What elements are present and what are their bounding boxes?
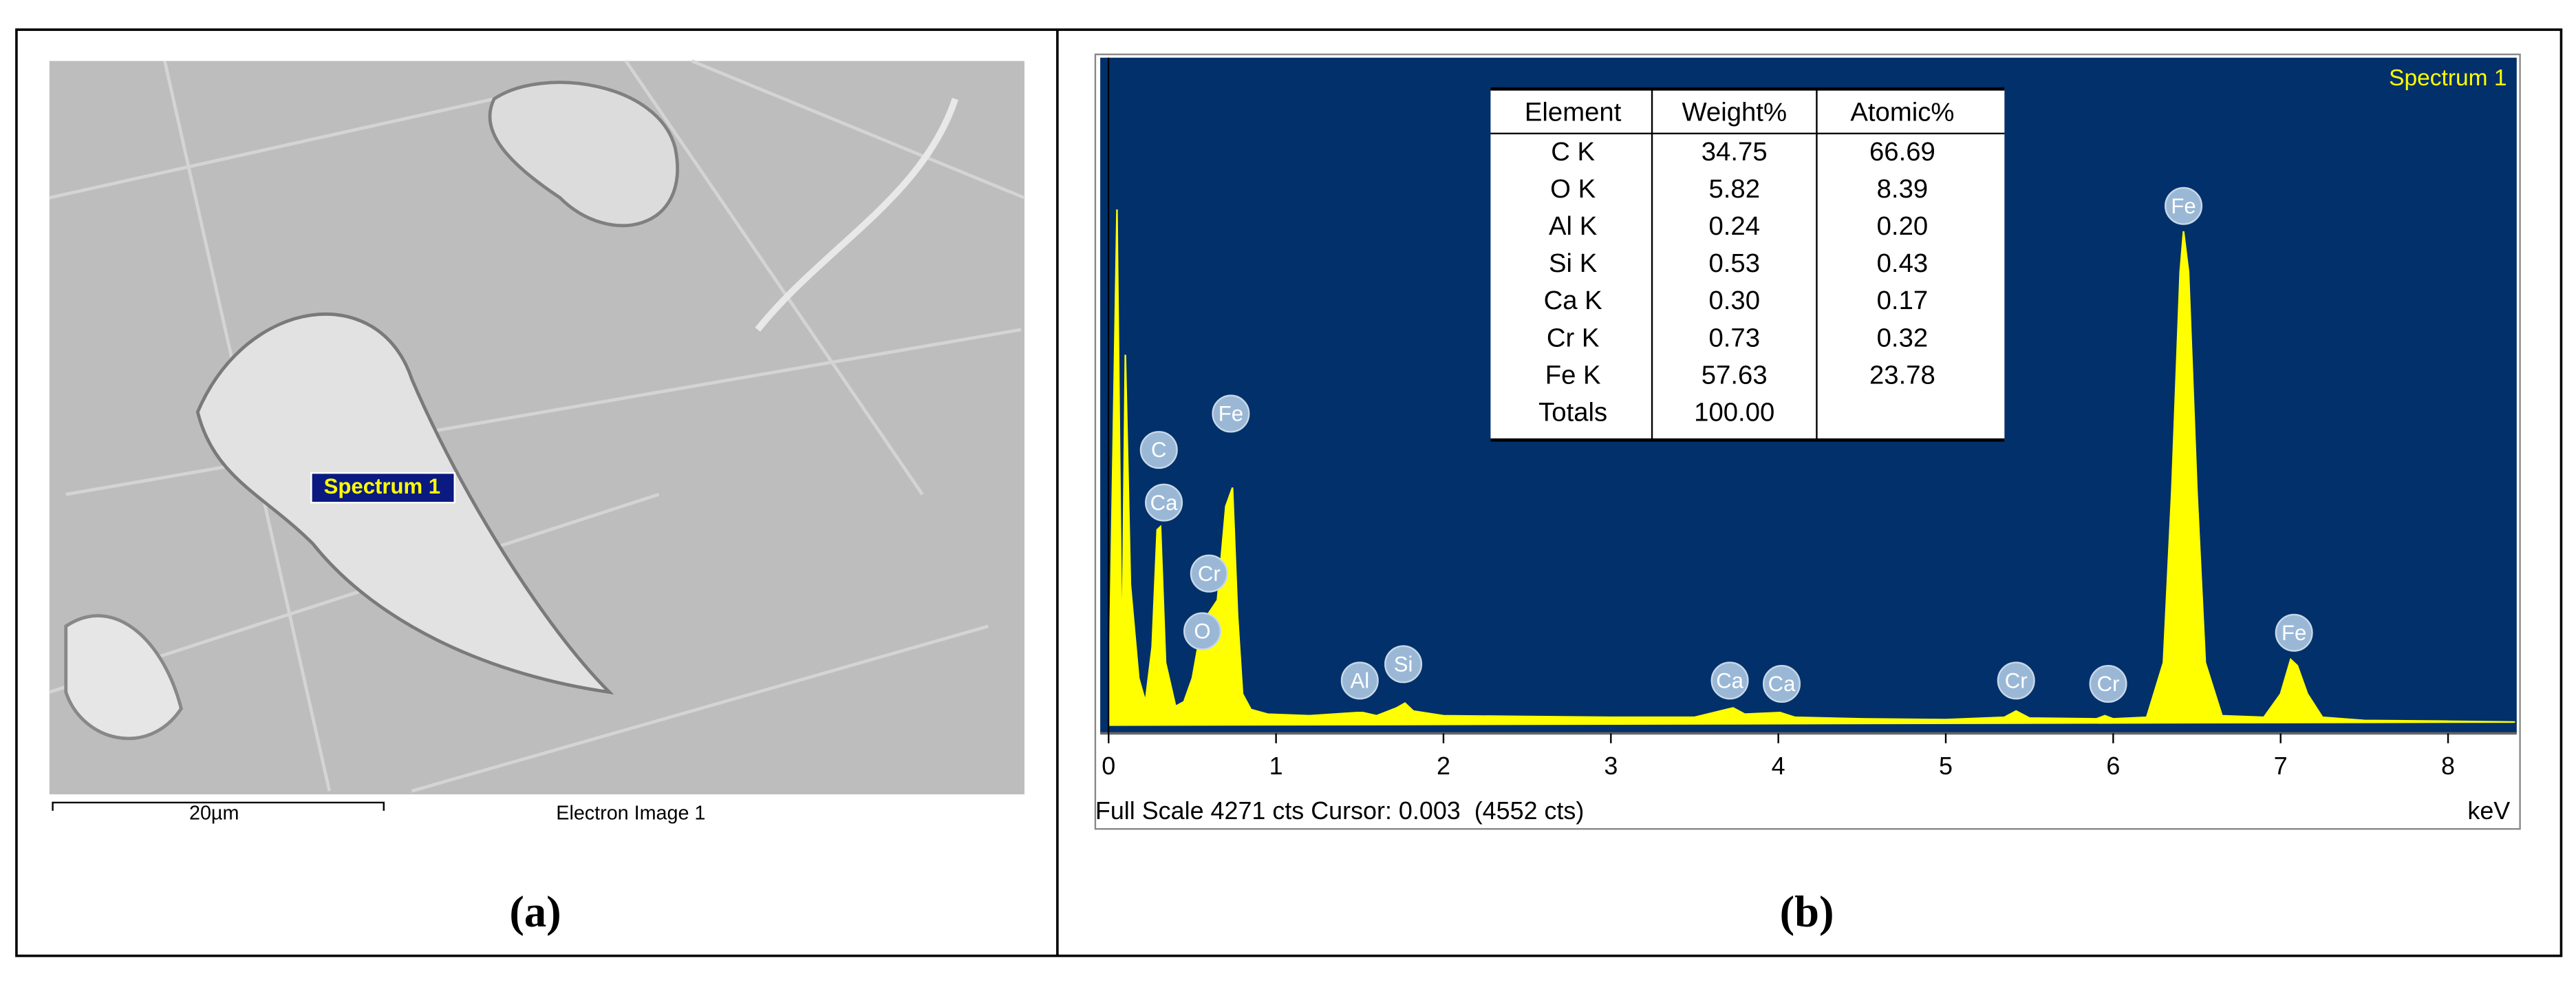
table-cell: 34.75 — [1702, 137, 1768, 167]
x-tick-label: 8 — [2441, 752, 2455, 780]
x-tick-label: 5 — [1939, 752, 1953, 780]
peak-marker — [2275, 613, 2313, 652]
spectrum-plot: Spectrum 1 0 1 2 3 4 5 6 7 8 keV Full Scale 4271 ct… — [1095, 57, 2517, 825]
peak-marker — [1710, 661, 1749, 700]
sem-feature — [64, 614, 183, 741]
peak-marker — [1384, 645, 1423, 684]
table-cell: C K — [1551, 137, 1595, 167]
footer: Full Scale 4271 cts Cursor: 0.003 (4552 … — [1095, 796, 1584, 825]
x-tick-label: 0 — [1102, 752, 1115, 780]
peak-label: Cr — [1198, 562, 1221, 586]
table-cell: 66.69 — [1869, 137, 1935, 167]
peak-label: C — [1151, 438, 1166, 462]
peak-label: Ca — [1768, 672, 1796, 696]
peak-label: Fe — [2282, 621, 2306, 645]
peak-label: Cr — [2005, 668, 2028, 692]
peak-label: Cr — [2097, 672, 2120, 696]
x-tick-label: 6 — [2106, 752, 2120, 780]
table-cell: 0.43 — [1877, 248, 1929, 278]
table-cell: 0.17 — [1877, 286, 1929, 315]
table-header: Element — [1525, 97, 1622, 127]
table-cell: 100.00 — [1694, 398, 1774, 427]
table-cell: Al K — [1549, 211, 1598, 241]
caption-a: (a) — [509, 887, 561, 936]
scale-bar-label: 20µm — [189, 802, 239, 824]
table-header: Weight% — [1682, 97, 1787, 127]
peak-marker — [1183, 612, 1222, 650]
peak-marker — [1340, 661, 1379, 700]
table-cell: Ca K — [1544, 286, 1603, 315]
table-cell: 0.32 — [1877, 323, 1929, 352]
chart-title: Spectrum 1 — [2389, 65, 2507, 91]
peak-label: Fe — [1219, 402, 1243, 426]
peak-marker — [2165, 187, 2203, 225]
sem-image: Spectrum 1 — [49, 59, 1025, 794]
spectrum-area — [1108, 209, 2515, 726]
x-tick-label: 3 — [1604, 752, 1618, 780]
caption-b: (b) — [1780, 887, 1834, 936]
table-cell: 0.73 — [1708, 323, 1760, 352]
peak-label: Si — [1394, 653, 1413, 677]
peak-marker — [1139, 431, 1178, 469]
table-cell: 23.78 — [1869, 360, 1935, 390]
table-cell: Si K — [1549, 248, 1598, 278]
scale-bar — [52, 801, 385, 811]
table-cell: O K — [1550, 174, 1596, 204]
table-cell: 0.20 — [1877, 211, 1929, 241]
table-cell: 8.39 — [1877, 174, 1929, 204]
peak-marker — [1762, 664, 1801, 703]
peak-label: Ca — [1150, 491, 1178, 515]
table-cell: 5.82 — [1708, 174, 1760, 204]
peak-label: O — [1194, 619, 1210, 644]
sem-feature — [755, 98, 958, 332]
table-cell: Totals — [1538, 398, 1607, 427]
sem-feature — [488, 81, 679, 228]
peak-label: Fe — [2171, 194, 2196, 218]
peak-marker — [1145, 483, 1183, 522]
x-axis-label: keV — [2467, 796, 2510, 825]
x-tick-label: 4 — [1772, 752, 1785, 780]
x-tick-label: 7 — [2274, 752, 2288, 780]
table-cell: 0.53 — [1708, 248, 1760, 278]
table-cell: 0.24 — [1708, 211, 1760, 241]
peak-marker — [1212, 394, 1250, 433]
table-cell: 0.30 — [1708, 286, 1760, 315]
peak-label: Al — [1350, 668, 1369, 692]
peak-marker — [2089, 664, 2127, 703]
x-tick-label: 2 — [1437, 752, 1450, 780]
peak-marker — [1997, 661, 2035, 700]
table-background — [1490, 89, 2005, 441]
peak-marker — [1190, 554, 1228, 593]
table-header: Atomic% — [1850, 97, 1954, 127]
table-cell: Fe K — [1545, 360, 1601, 390]
peak-label: Ca — [1716, 668, 1743, 692]
table-cell: 57.63 — [1702, 360, 1768, 390]
image-label: Electron Image 1 — [556, 802, 705, 824]
table-cell: Cr K — [1547, 323, 1600, 352]
x-tick-label: 1 — [1269, 752, 1283, 780]
spectrum-marker — [310, 472, 455, 504]
spectrum-marker-label: Spectrum 1 — [324, 474, 440, 498]
